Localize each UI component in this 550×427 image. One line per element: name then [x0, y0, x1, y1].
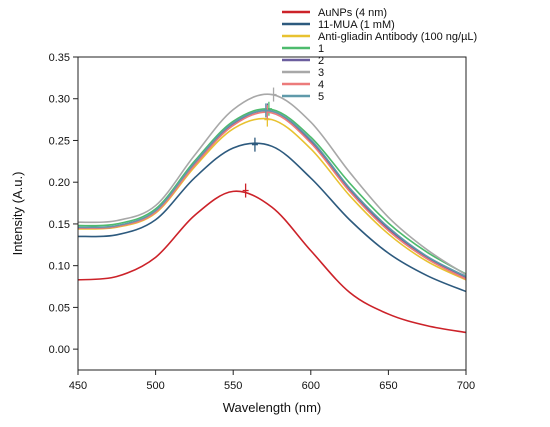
- legend-label-3: Anti-gliadin Antibody (100 ng/µL): [318, 31, 477, 43]
- y-tick-label: 0.25: [49, 135, 70, 147]
- x-tick-label: 550: [224, 380, 242, 392]
- plot-frame: [77, 56, 467, 371]
- x-tick-label: 450: [69, 380, 87, 392]
- series-line-4: [77, 108, 467, 275]
- y-tick-label: 0.30: [49, 94, 70, 106]
- legend-label-6: 3: [318, 67, 324, 79]
- legend-label-7: 4: [318, 79, 324, 91]
- y-tick-label: 0.15: [49, 219, 70, 231]
- y-tick-label: 0.20: [49, 177, 70, 189]
- series-line-3: [77, 117, 467, 281]
- x-tick-label: 700: [457, 380, 475, 392]
- x-tick-label: 600: [302, 380, 320, 392]
- series-line-8: [77, 109, 467, 278]
- legend-label-2: 11-MUA (1 mM): [318, 19, 395, 31]
- series-line-2: [77, 142, 467, 293]
- axes-layer: 450 500 550 600 650 700 0.00 0.05 0.10 0.15 0.20 0.…: [49, 52, 476, 392]
- x-axis-title: Wavelength (nm): [223, 400, 322, 415]
- y-tick-label: 0.35: [49, 52, 70, 64]
- series-line-1: [77, 190, 467, 334]
- x-tick-label: 650: [379, 380, 397, 392]
- x-tick-label: 500: [146, 380, 164, 392]
- y-tick-label: 0.00: [49, 344, 70, 356]
- legend: AuNPs (4 nm)11-MUA (1 mM)Anti-gliadin An…: [282, 7, 477, 103]
- legend-label-4: 1: [318, 43, 324, 55]
- legend-label-5: 2: [318, 55, 324, 67]
- plot-layer: [77, 87, 467, 334]
- series-line-7: [77, 111, 467, 280]
- series-line-6: [77, 93, 467, 276]
- y-tick-label: 0.05: [49, 302, 70, 314]
- y-tick-label: 0.10: [49, 261, 70, 273]
- series-line-5: [77, 109, 467, 279]
- legend-label-1: AuNPs (4 nm): [318, 7, 387, 19]
- y-axis-title: Intensity (A.u.): [10, 172, 25, 256]
- legend-label-8: 5: [318, 91, 324, 103]
